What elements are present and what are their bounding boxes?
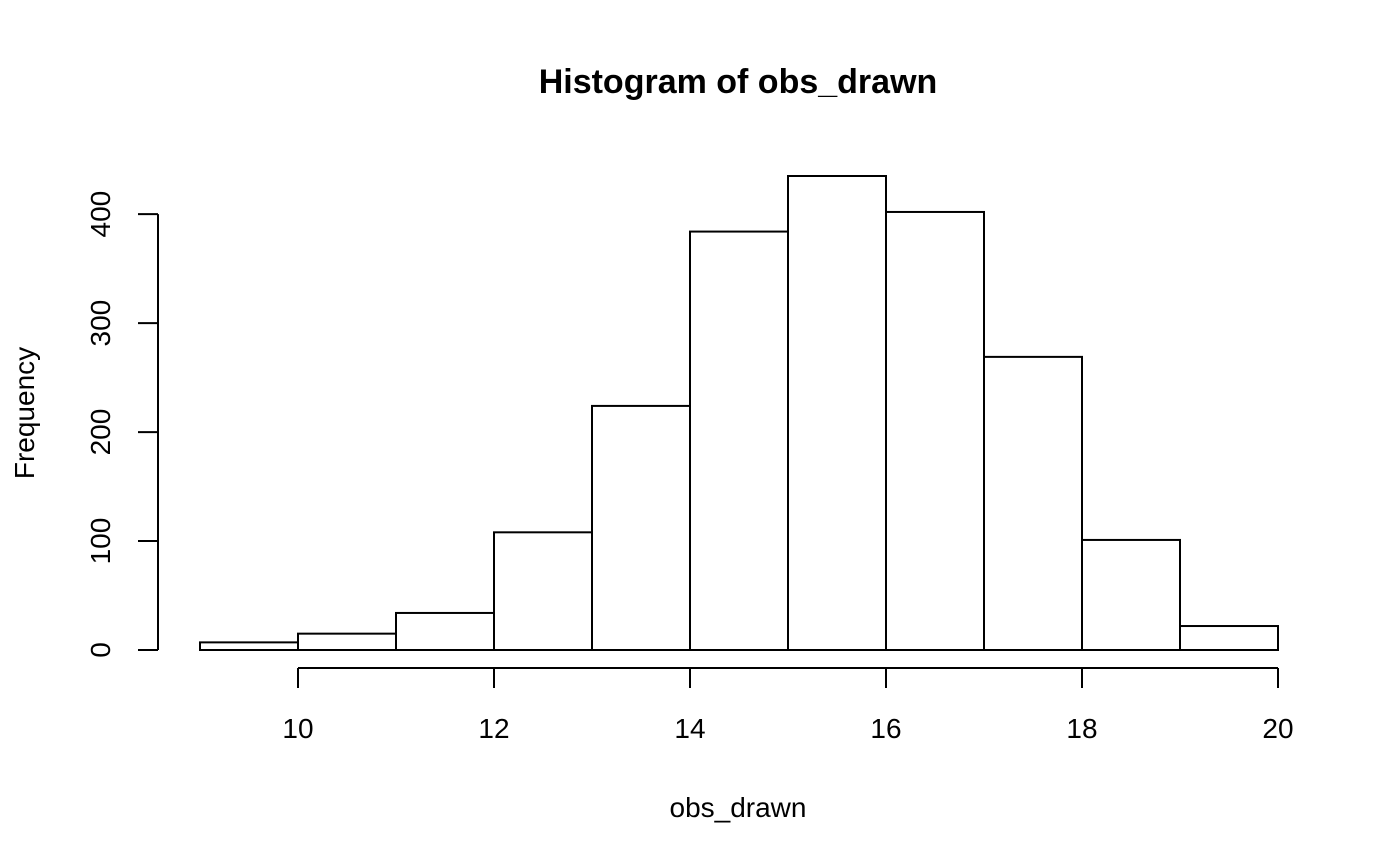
y-tick-label: 0 [85,642,116,658]
histogram-bars [199,175,1279,652]
histogram-bar-15-16 [787,175,887,651]
x-axis-label: obs_drawn [670,792,807,823]
y-tick-label: 400 [85,191,116,238]
histogram-bar-12-13 [493,531,593,652]
y-axis: 0 100 200 300 400 [85,191,159,658]
histogram-bar-10-11 [297,632,397,651]
x-tick-label: 12 [478,713,509,744]
x-tick-label: 18 [1066,713,1097,744]
y-tick-label: 200 [85,409,116,456]
x-tick-label: 10 [282,713,313,744]
histogram-bar-18-19 [1081,538,1181,651]
histogram-bar-19-20 [1179,625,1279,652]
y-axis-label: Frequency [9,347,40,479]
y-tick-label: 300 [85,300,116,347]
histogram-bar-11-12 [395,611,495,651]
histogram-bar-14-15 [689,230,789,651]
histogram-bar-13-14 [591,404,691,651]
x-tick-label: 20 [1262,713,1293,744]
x-tick-label: 16 [870,713,901,744]
histogram-bar-17-18 [983,355,1083,651]
x-axis: 10 12 14 16 18 20 [282,667,1294,744]
x-tick-label: 14 [674,713,705,744]
histogram-bar-9-10 [199,641,299,652]
y-tick-label: 100 [85,518,116,565]
histogram-bar-16-17 [885,210,985,651]
chart-title: Histogram of obs_drawn [539,63,938,101]
